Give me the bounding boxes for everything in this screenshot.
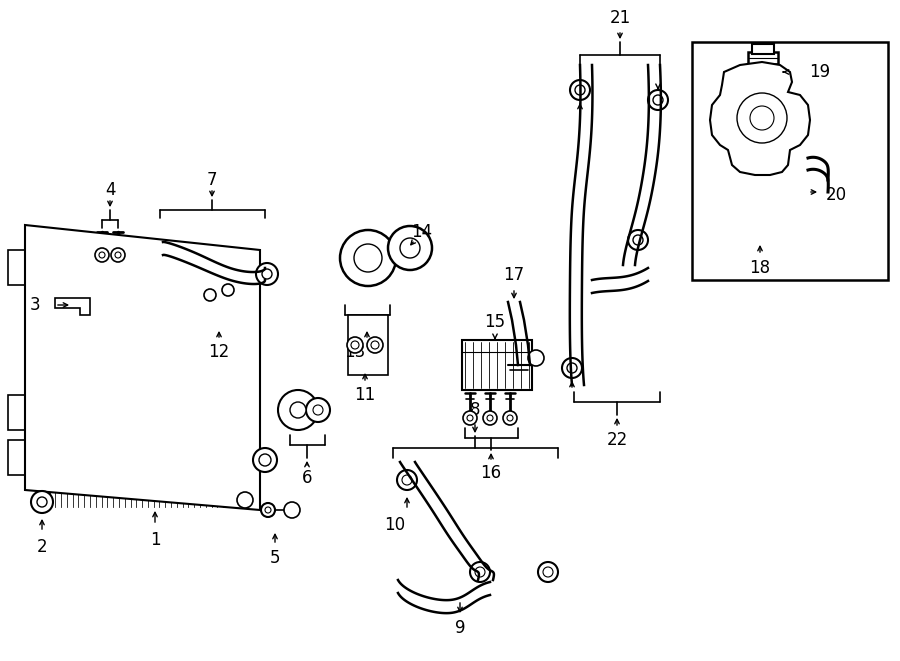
Circle shape [111, 248, 125, 262]
Circle shape [340, 230, 396, 286]
Circle shape [95, 248, 109, 262]
Circle shape [31, 491, 53, 513]
Circle shape [570, 80, 590, 100]
Circle shape [737, 93, 787, 143]
Circle shape [507, 415, 513, 421]
Text: 9: 9 [454, 619, 465, 637]
Circle shape [503, 411, 517, 425]
Circle shape [633, 235, 643, 245]
Text: 22: 22 [607, 431, 627, 449]
Circle shape [538, 562, 558, 582]
Circle shape [467, 415, 473, 421]
Text: 5: 5 [270, 549, 280, 567]
Circle shape [354, 244, 382, 272]
Circle shape [284, 502, 300, 518]
Text: 12: 12 [209, 343, 230, 361]
Circle shape [237, 492, 253, 508]
Bar [462, 340, 532, 390]
Circle shape [470, 562, 490, 582]
Circle shape [750, 106, 774, 130]
Circle shape [388, 226, 432, 270]
Circle shape [543, 567, 553, 577]
Circle shape [562, 358, 582, 378]
Circle shape [400, 238, 420, 258]
Circle shape [528, 350, 544, 366]
Text: 7: 7 [207, 171, 217, 189]
Bar [348, 315, 388, 375]
Circle shape [483, 411, 497, 425]
Text: 16: 16 [481, 464, 501, 482]
Text: 15: 15 [484, 313, 506, 331]
Text: 19: 19 [809, 63, 831, 81]
Text: 20: 20 [825, 186, 847, 204]
Circle shape [402, 475, 412, 485]
Circle shape [37, 497, 47, 507]
Circle shape [259, 454, 271, 466]
Circle shape [99, 252, 105, 258]
Text: 13: 13 [345, 343, 365, 361]
Circle shape [115, 252, 121, 258]
Text: 11: 11 [355, 386, 375, 404]
Text: 8: 8 [470, 401, 481, 419]
Circle shape [204, 289, 216, 301]
Bar [752, 44, 774, 54]
Circle shape [290, 402, 306, 418]
Text: 17: 17 [503, 266, 525, 284]
Circle shape [397, 470, 417, 490]
Circle shape [262, 269, 272, 279]
Polygon shape [25, 225, 260, 510]
Circle shape [222, 284, 234, 296]
Text: 14: 14 [411, 223, 433, 241]
Text: 4: 4 [104, 181, 115, 199]
Text: 10: 10 [384, 516, 406, 534]
Circle shape [347, 337, 363, 353]
Bar [8, 395, 26, 430]
Circle shape [261, 503, 275, 517]
Text: 21: 21 [609, 9, 631, 27]
Circle shape [648, 90, 668, 110]
Circle shape [628, 230, 648, 250]
Circle shape [367, 337, 383, 353]
Text: 1: 1 [149, 531, 160, 549]
Circle shape [278, 390, 318, 430]
Bar [8, 250, 26, 285]
Circle shape [256, 263, 278, 285]
Polygon shape [710, 62, 810, 175]
Circle shape [575, 85, 585, 95]
Circle shape [653, 95, 663, 105]
Text: 2: 2 [37, 538, 48, 556]
Circle shape [371, 341, 379, 349]
Text: 18: 18 [750, 259, 770, 277]
Circle shape [475, 567, 485, 577]
Circle shape [463, 411, 477, 425]
Circle shape [487, 415, 493, 421]
Bar [692, 42, 888, 280]
Circle shape [567, 363, 577, 373]
Circle shape [306, 398, 330, 422]
Polygon shape [55, 298, 90, 315]
Text: 6: 6 [302, 469, 312, 487]
Bar [8, 440, 26, 475]
Circle shape [351, 341, 359, 349]
Bar [748, 52, 778, 64]
Circle shape [253, 448, 277, 472]
Text: 3: 3 [30, 296, 40, 314]
Circle shape [265, 507, 271, 513]
Circle shape [313, 405, 323, 415]
